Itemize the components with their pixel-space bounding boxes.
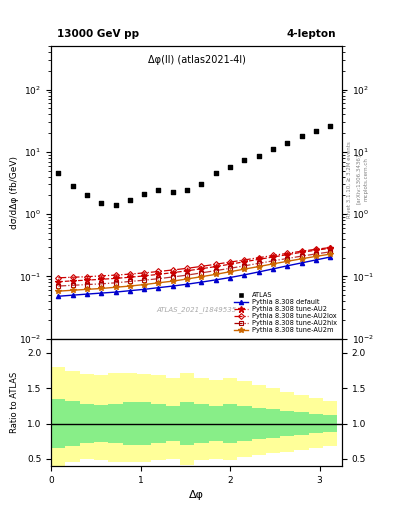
ATLAS: [98, 199, 105, 207]
ATLAS: [155, 186, 162, 195]
ATLAS: [184, 186, 190, 195]
ATLAS: [198, 180, 205, 188]
Legend: ATLAS, Pythia 8.308 default, Pythia 8.308 tune-AU2, Pythia 8.308 tune-AU2lox, Py: ATLAS, Pythia 8.308 default, Pythia 8.30…: [231, 290, 339, 335]
ATLAS: [284, 139, 290, 147]
X-axis label: Δφ: Δφ: [189, 490, 204, 500]
ATLAS: [70, 182, 76, 190]
ATLAS: [127, 196, 133, 204]
Text: mcplots.cern.ch: mcplots.cern.ch: [364, 157, 369, 201]
ATLAS: [270, 145, 276, 154]
ATLAS: [213, 169, 219, 178]
ATLAS: [313, 126, 319, 135]
ATLAS: [112, 201, 119, 209]
ATLAS: [55, 169, 61, 178]
Text: ATLAS_2021_I1849535: ATLAS_2021_I1849535: [156, 306, 237, 313]
Y-axis label: Ratio to ATLAS: Ratio to ATLAS: [10, 372, 19, 433]
ATLAS: [255, 152, 262, 160]
Text: [arXiv:1306.3436]: [arXiv:1306.3436]: [356, 154, 361, 204]
ATLAS: [299, 132, 305, 140]
Text: 13000 GeV pp: 13000 GeV pp: [57, 29, 139, 39]
ATLAS: [227, 162, 233, 170]
Y-axis label: dσ/dΔφ (fb/GeV): dσ/dΔφ (fb/GeV): [10, 156, 19, 229]
ATLAS: [170, 187, 176, 196]
ATLAS: [84, 191, 90, 200]
Text: Rivet 3.1.10, ≥ 3.2M events: Rivet 3.1.10, ≥ 3.2M events: [347, 141, 352, 218]
Text: 4-lepton: 4-lepton: [286, 29, 336, 39]
ATLAS: [327, 122, 333, 130]
ATLAS: [141, 190, 147, 198]
ATLAS: [241, 156, 248, 164]
Text: Δφ(ll) (atlas2021-4l): Δφ(ll) (atlas2021-4l): [147, 55, 246, 65]
